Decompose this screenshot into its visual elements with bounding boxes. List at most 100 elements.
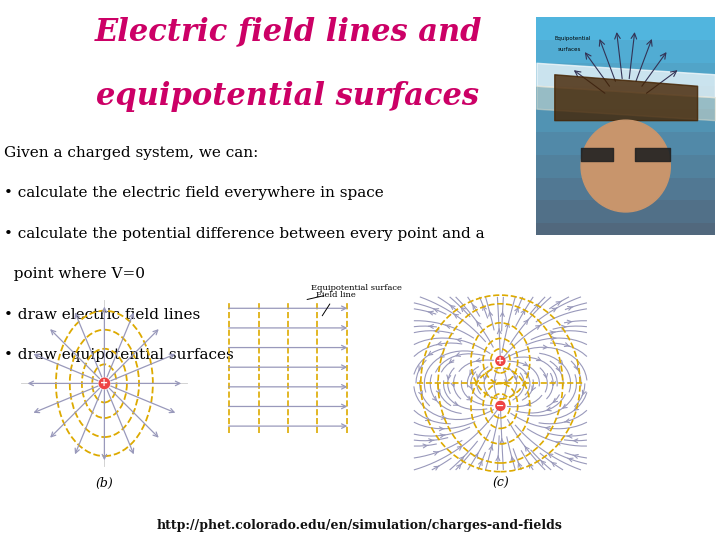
FancyArrowPatch shape	[433, 396, 436, 401]
FancyArrowPatch shape	[551, 336, 556, 340]
FancyArrowPatch shape	[483, 375, 487, 380]
Bar	[536, 40, 715, 63]
FancyArrowPatch shape	[543, 345, 549, 349]
FancyArrowPatch shape	[433, 309, 438, 312]
FancyArrowPatch shape	[428, 325, 433, 328]
Circle shape	[496, 356, 505, 366]
FancyArrowPatch shape	[440, 434, 445, 437]
FancyArrowPatch shape	[527, 402, 531, 406]
FancyArrowPatch shape	[469, 384, 472, 389]
FancyArrowPatch shape	[536, 357, 541, 361]
FancyArrowPatch shape	[564, 343, 570, 347]
FancyArrowPatch shape	[525, 372, 528, 376]
FancyArrowPatch shape	[562, 325, 567, 329]
Bar	[536, 154, 715, 178]
FancyArrowPatch shape	[518, 462, 522, 468]
FancyArrowPatch shape	[428, 352, 433, 355]
Text: • calculate the electric field everywhere in space: • calculate the electric field everywher…	[4, 186, 383, 200]
Text: −: −	[496, 401, 505, 411]
Text: Given a charged system, we can:: Given a charged system, we can:	[4, 146, 258, 160]
FancyArrowPatch shape	[500, 438, 504, 443]
Text: • draw electric field lines: • draw electric field lines	[4, 308, 200, 322]
FancyArrowPatch shape	[440, 354, 444, 357]
FancyArrowPatch shape	[567, 307, 573, 310]
Text: +: +	[100, 379, 109, 388]
FancyArrowPatch shape	[556, 441, 561, 445]
Text: (c): (c)	[492, 477, 509, 490]
FancyArrowPatch shape	[477, 321, 481, 326]
FancyArrowPatch shape	[445, 325, 451, 328]
FancyArrowPatch shape	[553, 399, 557, 402]
FancyArrowPatch shape	[567, 320, 572, 324]
Bar	[536, 200, 715, 224]
FancyArrowPatch shape	[552, 462, 557, 467]
FancyArrowPatch shape	[564, 419, 570, 423]
FancyArrowPatch shape	[505, 380, 509, 383]
Ellipse shape	[581, 120, 670, 212]
FancyArrowPatch shape	[532, 386, 536, 390]
Bar	[536, 63, 715, 86]
Text: Equipotential: Equipotential	[554, 36, 590, 41]
FancyArrowPatch shape	[436, 389, 440, 394]
FancyArrowPatch shape	[434, 466, 439, 470]
FancyArrowPatch shape	[419, 391, 422, 395]
FancyArrowPatch shape	[492, 380, 496, 383]
Bar	[536, 109, 715, 132]
FancyArrowPatch shape	[449, 359, 454, 363]
Circle shape	[496, 401, 505, 410]
FancyArrowPatch shape	[460, 307, 465, 312]
FancyArrowPatch shape	[436, 342, 442, 346]
FancyArrowPatch shape	[582, 390, 586, 396]
FancyArrowPatch shape	[454, 314, 459, 318]
FancyArrowPatch shape	[552, 308, 557, 312]
Circle shape	[99, 378, 109, 389]
FancyArrowPatch shape	[434, 329, 439, 333]
FancyArrowPatch shape	[498, 329, 501, 334]
FancyArrowPatch shape	[450, 305, 455, 309]
FancyArrowPatch shape	[567, 434, 572, 438]
Bar	[536, 178, 715, 200]
FancyArrowPatch shape	[575, 406, 579, 410]
FancyArrowPatch shape	[477, 358, 481, 362]
FancyArrowPatch shape	[489, 311, 492, 316]
FancyArrowPatch shape	[479, 460, 482, 465]
FancyArrowPatch shape	[428, 311, 433, 315]
Bar	[536, 224, 715, 246]
FancyArrowPatch shape	[454, 402, 458, 405]
Bar	[536, 132, 715, 154]
FancyArrowPatch shape	[511, 456, 515, 462]
Text: equipotential surfaces: equipotential surfaces	[96, 81, 480, 112]
FancyArrowPatch shape	[521, 309, 526, 314]
Text: • draw equipotential surfaces: • draw equipotential surfaces	[4, 348, 233, 362]
FancyArrowPatch shape	[528, 463, 533, 468]
FancyArrowPatch shape	[441, 415, 446, 419]
FancyArrowPatch shape	[447, 375, 451, 379]
FancyArrowPatch shape	[428, 439, 434, 443]
FancyArrowPatch shape	[439, 427, 444, 431]
FancyArrowPatch shape	[419, 366, 423, 371]
FancyArrowPatch shape	[459, 456, 464, 461]
Text: Electric field lines and: Electric field lines and	[94, 16, 482, 47]
Text: surfaces: surfaces	[558, 48, 581, 52]
FancyArrowPatch shape	[474, 453, 478, 458]
FancyArrowPatch shape	[457, 446, 462, 450]
FancyArrowPatch shape	[470, 370, 474, 375]
FancyArrowPatch shape	[523, 382, 527, 386]
Text: Field line: Field line	[316, 291, 356, 316]
Text: point where V=0: point where V=0	[4, 267, 145, 281]
Bar	[536, 17, 715, 40]
Bar	[536, 86, 715, 109]
FancyArrowPatch shape	[556, 301, 562, 305]
FancyArrowPatch shape	[496, 456, 500, 461]
Text: +: +	[496, 356, 505, 366]
FancyArrowPatch shape	[563, 404, 567, 408]
FancyArrowPatch shape	[572, 439, 577, 443]
FancyArrowPatch shape	[426, 417, 431, 421]
Text: • calculate the potential difference between every point and a: • calculate the potential difference bet…	[4, 227, 485, 241]
FancyArrowPatch shape	[544, 374, 547, 378]
FancyArrowPatch shape	[523, 362, 528, 366]
FancyArrowPatch shape	[472, 304, 477, 309]
FancyArrowPatch shape	[467, 396, 471, 400]
FancyArrowPatch shape	[559, 360, 562, 364]
FancyArrowPatch shape	[456, 353, 461, 356]
